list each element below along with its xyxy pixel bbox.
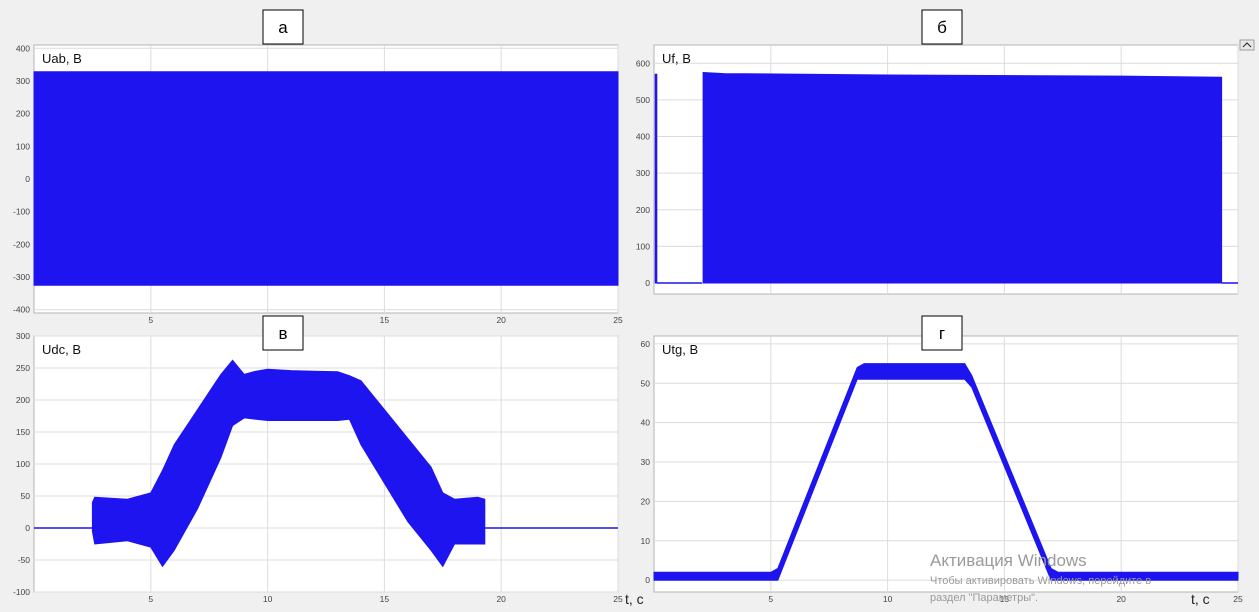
x-tick-label: 5 (148, 315, 153, 325)
x-tick-label: 15 (380, 315, 390, 325)
y-tick-label: 400 (16, 43, 30, 53)
x-tick-label: 5 (148, 594, 153, 604)
y-tick-label: 300 (16, 76, 30, 86)
y-tick-label: 0 (25, 174, 30, 184)
chart-panel-3: -100 -50 0 50 100 150 200 250 300 5 10 15 20 25 Udc, В… (13, 315, 623, 604)
y-tick-label: 600 (636, 58, 650, 68)
x-tick-label: 15 (1000, 594, 1010, 604)
y-tick-label: 300 (16, 331, 30, 341)
x-tick-label: 25 (613, 594, 623, 604)
y-axis-label: Uab, В (42, 51, 82, 66)
y-tick-label: 0 (645, 575, 650, 585)
y-tick-label: 100 (16, 141, 30, 151)
plot-area: -400-300-200-1000100200300400510152025Ua… (13, 9, 1243, 604)
chart-panel-1: -400-300-200-1000100200300400510152025Ua… (13, 9, 623, 325)
y-tick-label: 400 (636, 132, 650, 142)
chart-panel-4: 0 10 20 30 40 50 60 5 10 15 20 25 Utg, В г (641, 315, 1243, 604)
panel-label-box (262, 9, 304, 45)
x-tick-label: 20 (496, 594, 506, 604)
y-tick-label: 50 (21, 491, 31, 501)
watermark-line-2: раздел "Параметры". (930, 592, 1038, 604)
x-axis-title-right: t, с (1191, 591, 1210, 607)
y-tick-label: -50 (18, 555, 31, 565)
panel-label: б (937, 18, 947, 37)
y-tick-label: 30 (641, 457, 651, 467)
y-tick-label: 500 (636, 95, 650, 105)
y-tick-label: 250 (16, 363, 30, 373)
y-axis-label: Utg, В (662, 342, 698, 357)
x-tick-label: 25 (1233, 594, 1243, 604)
y-tick-label: 300 (636, 168, 650, 178)
watermark-line-1: Чтобы активировать Windows, перейдите в (930, 575, 1151, 587)
watermark-title: Активация Windows (930, 551, 1087, 570)
y-tick-label: 200 (16, 395, 30, 405)
x-tick-label: 10 (263, 594, 273, 604)
x-tick-label: 15 (380, 594, 390, 604)
signal-series-1 (653, 363, 1239, 581)
chevron-up-icon (1242, 42, 1252, 48)
x-tick-label: 5 (768, 594, 773, 604)
panel-label-box (262, 315, 304, 351)
y-tick-label: 20 (641, 496, 651, 506)
y-tick-label: 40 (641, 418, 651, 428)
x-tick-label: 20 (1116, 594, 1126, 604)
signal-series-2 (91, 359, 486, 568)
x-tick-label: 10 (883, 594, 893, 604)
signal-series-1 (33, 71, 619, 286)
window-restore-button[interactable] (1239, 39, 1255, 51)
y-tick-label: -400 (13, 305, 30, 315)
signal-series-1 (654, 73, 658, 284)
y-tick-label: 150 (16, 427, 30, 437)
panel-label-box (921, 9, 963, 45)
y-tick-label: -300 (13, 272, 30, 282)
panel-label: в (278, 324, 287, 343)
chart-panel-2: 0 100 200 300 400 500 600 Uf, В б (636, 9, 1239, 295)
x-tick-label: 20 (496, 315, 506, 325)
panel-label-box (921, 315, 963, 351)
y-tick-label: 200 (636, 205, 650, 215)
x-tick-label: 25 (613, 315, 623, 325)
signal-series-3 (702, 71, 1223, 284)
y-tick-label: 0 (25, 523, 30, 533)
windows-activation-watermark: Активация Windows Чтобы активировать Win… (930, 551, 1151, 604)
panel-label: а (278, 18, 288, 37)
y-tick-label: 60 (641, 339, 651, 349)
y-tick-label: -100 (13, 207, 30, 217)
y-tick-label: 0 (645, 278, 650, 288)
y-tick-label: 50 (641, 378, 651, 388)
y-tick-label: 100 (16, 459, 30, 469)
panel-label: г (939, 324, 945, 343)
y-tick-label: 200 (16, 109, 30, 119)
y-tick-label: 100 (636, 241, 650, 251)
y-tick-label: -100 (13, 587, 30, 597)
y-tick-label: 10 (641, 536, 651, 546)
x-axis-title-left: t, с (625, 591, 644, 607)
y-tick-label: -200 (13, 239, 30, 249)
y-axis-label: Udc, В (42, 342, 81, 357)
y-axis-label: Uf, В (662, 51, 691, 66)
